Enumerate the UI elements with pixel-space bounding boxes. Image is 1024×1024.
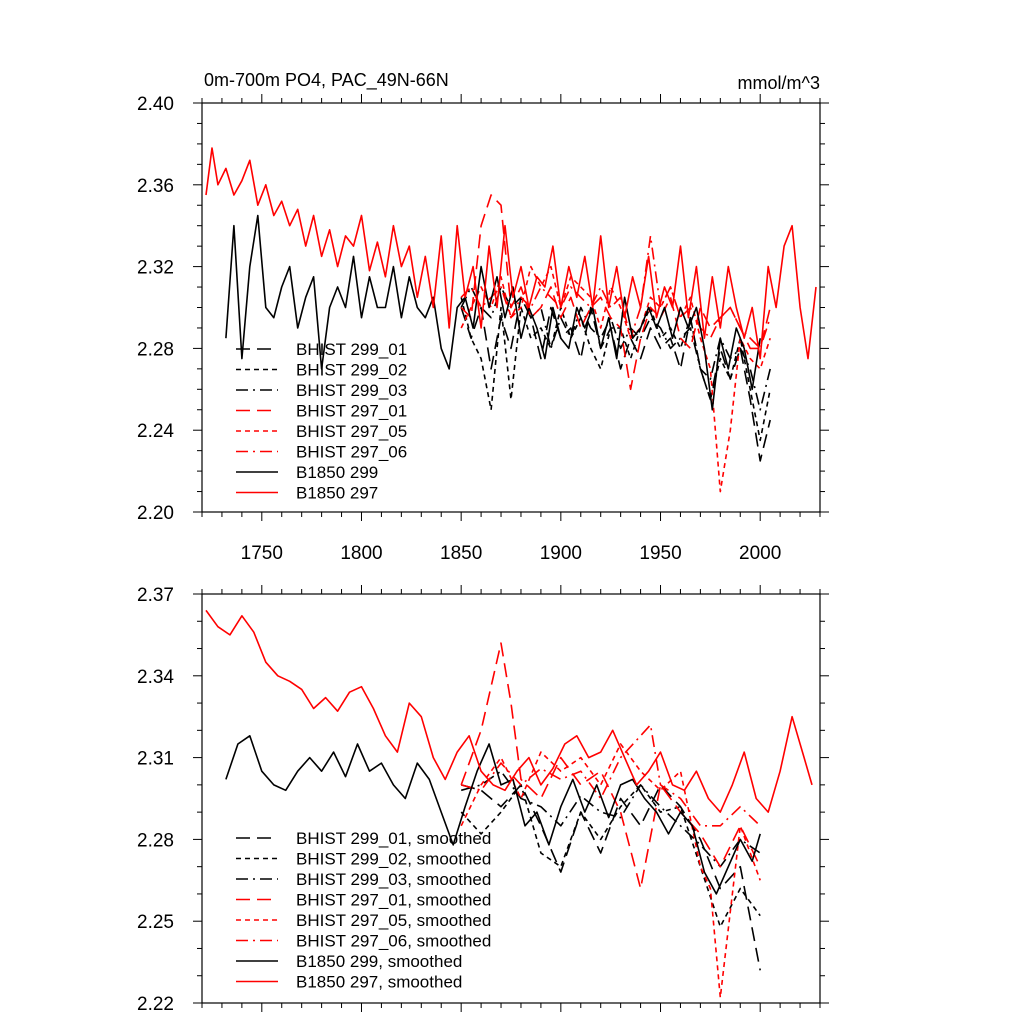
bottom-series-line-1 (460, 784, 761, 971)
bottom-legend-label-2: BHIST 299_02, smoothed (296, 850, 491, 869)
top-legend-label-4: BHIST 297_01 (296, 402, 407, 421)
bottom-y-tick-label: 2.25 (137, 912, 174, 933)
top-series-group (205, 147, 817, 493)
top-x-tick-label: 2000 (739, 543, 781, 564)
top-series-line-2 (460, 297, 771, 442)
bottom-legend: BHIST 299_01, smoothed BHIST 299_02, smoo… (236, 829, 491, 992)
bottom-legend-label-5: BHIST 297_05, smoothed (296, 911, 491, 930)
bottom-legend-label-1: BHIST 299_01, smoothed (296, 829, 491, 848)
top-x-tick-label: 1800 (340, 543, 382, 564)
top-y-tick-label: 2.40 (137, 94, 174, 115)
top-title: 0m-700m PO4, PAC_49N-66N (204, 70, 449, 91)
top-y-tick-label: 2.24 (137, 421, 174, 442)
bottom-y-tick-label: 2.34 (137, 667, 174, 688)
bottom-series-line-4 (460, 642, 761, 890)
top-x-tick-label: 1950 (639, 543, 681, 564)
top-series-line-8 (205, 147, 817, 360)
bottom-legend-label-7: B1850 299, smoothed (296, 952, 462, 971)
top-x-tick-label: 1900 (540, 543, 582, 564)
bottom-series-line-8 (205, 609, 813, 813)
top-legend-label-7: B1850 299 (296, 463, 378, 482)
top-legend-label-5: BHIST 297_05 (296, 422, 407, 441)
bottom-y-tick-label: 2.31 (137, 749, 174, 770)
bottom-legend-label-3: BHIST 299_03, smoothed (296, 870, 491, 889)
bottom-y-tick-label: 2.28 (137, 830, 174, 851)
bottom-legend-label-6: BHIST 297_06, smoothed (296, 932, 491, 951)
bottom-series-line-3 (460, 770, 761, 868)
top-legend-label-8: B1850 297 (296, 484, 378, 503)
top-y-tick-label: 2.28 (137, 339, 174, 360)
bottom-y-tick-label: 2.22 (137, 994, 174, 1015)
bottom-series-group (205, 609, 813, 999)
top-legend-label-2: BHIST 299_02 (296, 361, 407, 380)
bottom-legend-label-8: B1850 297, smoothed (296, 973, 462, 992)
bottom-y-tick-label: 2.37 (137, 585, 174, 606)
top-x-tick-label: 1850 (440, 543, 482, 564)
bottom-legend-label-4: BHIST 297_01, smoothed (296, 891, 491, 910)
top-x-tick-label: 1750 (241, 543, 283, 564)
top-panel: 0m-700m PO4, PAC_49N-66N mmol/m^3 1750 18… (137, 70, 829, 564)
top-y-tick-label: 2.36 (137, 176, 174, 197)
bottom-panel: 2.22 2.25 2.28 2.31 2.34 2.37 BHIST 299_01, sm… (137, 585, 829, 1015)
top-legend-label-6: BHIST 297_06 (296, 443, 407, 462)
top-series-line-3 (460, 286, 771, 411)
top-legend-label-3: BHIST 299_03 (296, 381, 407, 400)
top-units: mmol/m^3 (738, 73, 820, 93)
top-legend-label-1: BHIST 299_01 (296, 340, 407, 359)
bottom-series-line-6 (460, 724, 761, 827)
bottom-plot-frame (201, 593, 821, 1004)
top-series-line-1 (460, 296, 771, 462)
top-series-line-7 (225, 214, 761, 411)
bottom-series-line-7 (225, 734, 761, 895)
top-y-tick-label: 2.32 (137, 258, 174, 279)
top-y-tick-label: 2.20 (137, 503, 174, 524)
